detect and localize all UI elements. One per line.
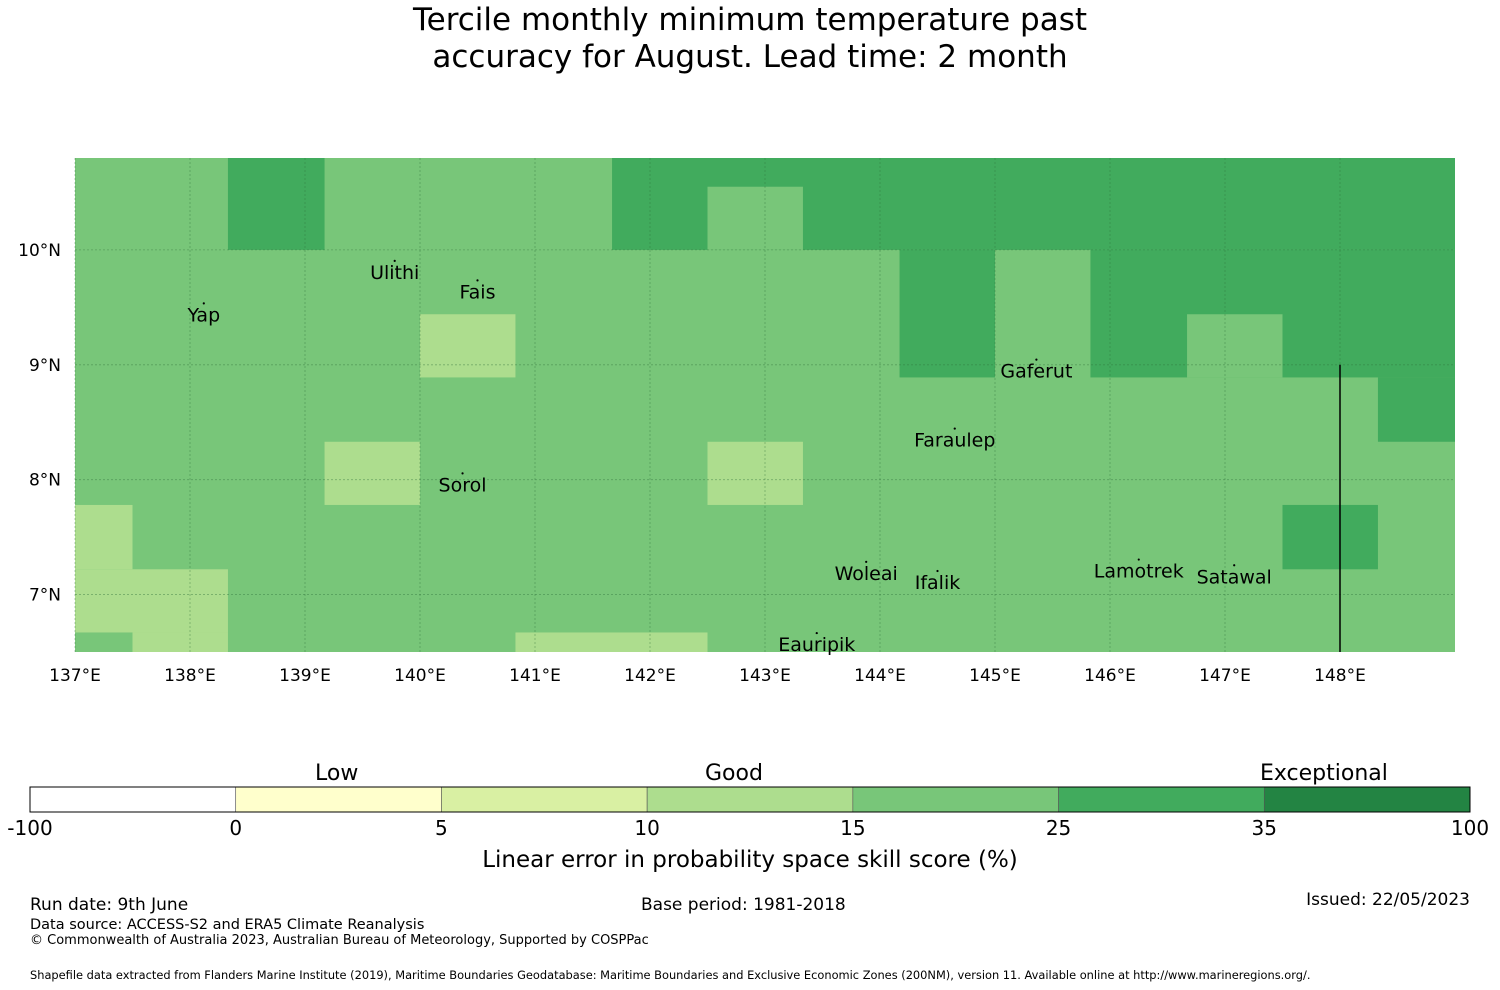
longitude-tick-label: 146°E <box>1084 666 1136 686</box>
longitude-tick-label: 148°E <box>1314 666 1366 686</box>
colorbar-swatch <box>441 786 648 813</box>
grid-cell <box>75 504 133 570</box>
grid-cell <box>707 186 803 250</box>
island-marker <box>202 302 205 305</box>
colorbar-tick-label: 35 <box>1251 816 1278 840</box>
grid-cell <box>75 569 228 633</box>
latitude-tick-label: 8°N <box>29 471 61 491</box>
graticule <box>74 158 1455 652</box>
longitude-tick-label: 143°E <box>739 666 791 686</box>
island-label: Ifalik <box>915 572 961 594</box>
grid-cell <box>227 158 325 250</box>
colorbar-outline <box>29 786 1471 813</box>
skill-map: Yap Ulithi Fais Gaferut Faraulep Sorol Woleai I… <box>18 158 1455 686</box>
colorbar-swatch <box>852 786 1059 813</box>
island-label: Eauripik <box>778 634 855 656</box>
longitude-tick-label: 137°E <box>49 666 101 686</box>
category-good-label: Good <box>705 761 763 786</box>
island-label: Satawal <box>1197 566 1272 588</box>
grid-cell <box>1377 377 1455 442</box>
longitude-tick-label: 139°E <box>279 666 331 686</box>
island-label: Woleai <box>835 563 898 585</box>
grid-cell <box>1187 314 1283 378</box>
colorbar-swatch <box>1058 786 1265 813</box>
shapefile-credit: Shapefile data extracted from Flanders M… <box>30 968 1311 982</box>
grid-cell <box>707 441 803 505</box>
longitude-tick-label: 145°E <box>969 666 1021 686</box>
island-label: Fais <box>459 281 495 303</box>
island-marker <box>1233 564 1236 567</box>
longitude-tick-label: 144°E <box>854 666 906 686</box>
skill-grid-cells <box>75 158 1455 652</box>
grid-cell <box>324 441 420 505</box>
copyright: © Commonwealth of Australia 2023, Austra… <box>30 933 649 948</box>
colorbar-tick-label: 25 <box>1045 816 1072 840</box>
grid-cell <box>515 632 708 652</box>
category-low-label: Low <box>315 761 359 786</box>
issued-date: Issued: 22/05/2023 <box>1306 890 1470 910</box>
colorbar-swatch <box>646 786 854 813</box>
island-marker <box>1137 558 1140 561</box>
colorbar-tick-label: 5 <box>435 816 448 840</box>
island-marker <box>476 279 479 282</box>
map-axes: 137°E 138°E 139°E 140°E 141°E 142°E 143°E 144°E… <box>18 241 1366 686</box>
longitude-tick-label: 141°E <box>509 666 561 686</box>
island-label: Ulithi <box>370 262 419 284</box>
colorbar-tick-label: 0 <box>229 816 243 840</box>
map-title: Tercile monthly minimum temperature past… <box>0 2 1500 76</box>
run-date: Run date: 9th June <box>30 895 189 915</box>
island-marker <box>1035 358 1038 361</box>
colorbar-swatch <box>29 786 237 813</box>
colorbar-title: Linear error in probability space skill … <box>482 847 1018 873</box>
longitude-tick-label: 140°E <box>394 666 446 686</box>
base-period: Base period: 1981-2018 <box>641 895 846 915</box>
latitude-tick-label: 9°N <box>29 356 61 376</box>
grid-cell <box>899 249 995 378</box>
island-marker <box>815 631 818 635</box>
longitude-tick-label: 142°E <box>624 666 676 686</box>
colorbar-tick-label: 10 <box>634 816 660 840</box>
colorbar-tick-label: -100 <box>7 816 53 840</box>
latitude-tick-label: 10°N <box>18 241 61 261</box>
island-label: Lamotrek <box>1094 561 1184 583</box>
longitude-tick-label: 147°E <box>1199 666 1251 686</box>
colorbar-scale <box>29 786 1471 813</box>
colorbar-tick-label: 100 <box>1450 816 1490 840</box>
grid-cell <box>1282 504 1378 570</box>
island-marker <box>393 259 396 262</box>
data-source: Data source: ACCESS-S2 and ERA5 Climate … <box>30 917 425 933</box>
island-marker <box>953 427 956 430</box>
longitude-tick-label: 138°E <box>164 666 216 686</box>
island-marker <box>865 560 868 563</box>
map-title-line2: accuracy for August. Lead time: 2 month <box>432 39 1068 75</box>
island-marker <box>936 569 939 573</box>
grid-cell <box>132 632 228 652</box>
island-marker <box>461 472 464 475</box>
island-label: Yap <box>186 304 220 326</box>
colorbar-swatch <box>235 786 442 813</box>
island-label: Gaferut <box>1000 361 1072 383</box>
colorbar-swatch <box>1263 786 1471 813</box>
island-labels: Yap Ulithi Fais Gaferut Faraulep Sorol Woleai I… <box>186 259 1272 656</box>
latitude-tick-label: 7°N <box>29 586 61 606</box>
island-label: Faraulep <box>914 430 995 452</box>
map-title-line1: Tercile monthly minimum temperature past <box>412 2 1088 38</box>
colorbar-tick-label: 15 <box>840 816 866 840</box>
island-label: Sorol <box>439 474 487 496</box>
category-exceptional-label: Exceptional <box>1260 761 1388 786</box>
grid-cell <box>420 314 516 378</box>
